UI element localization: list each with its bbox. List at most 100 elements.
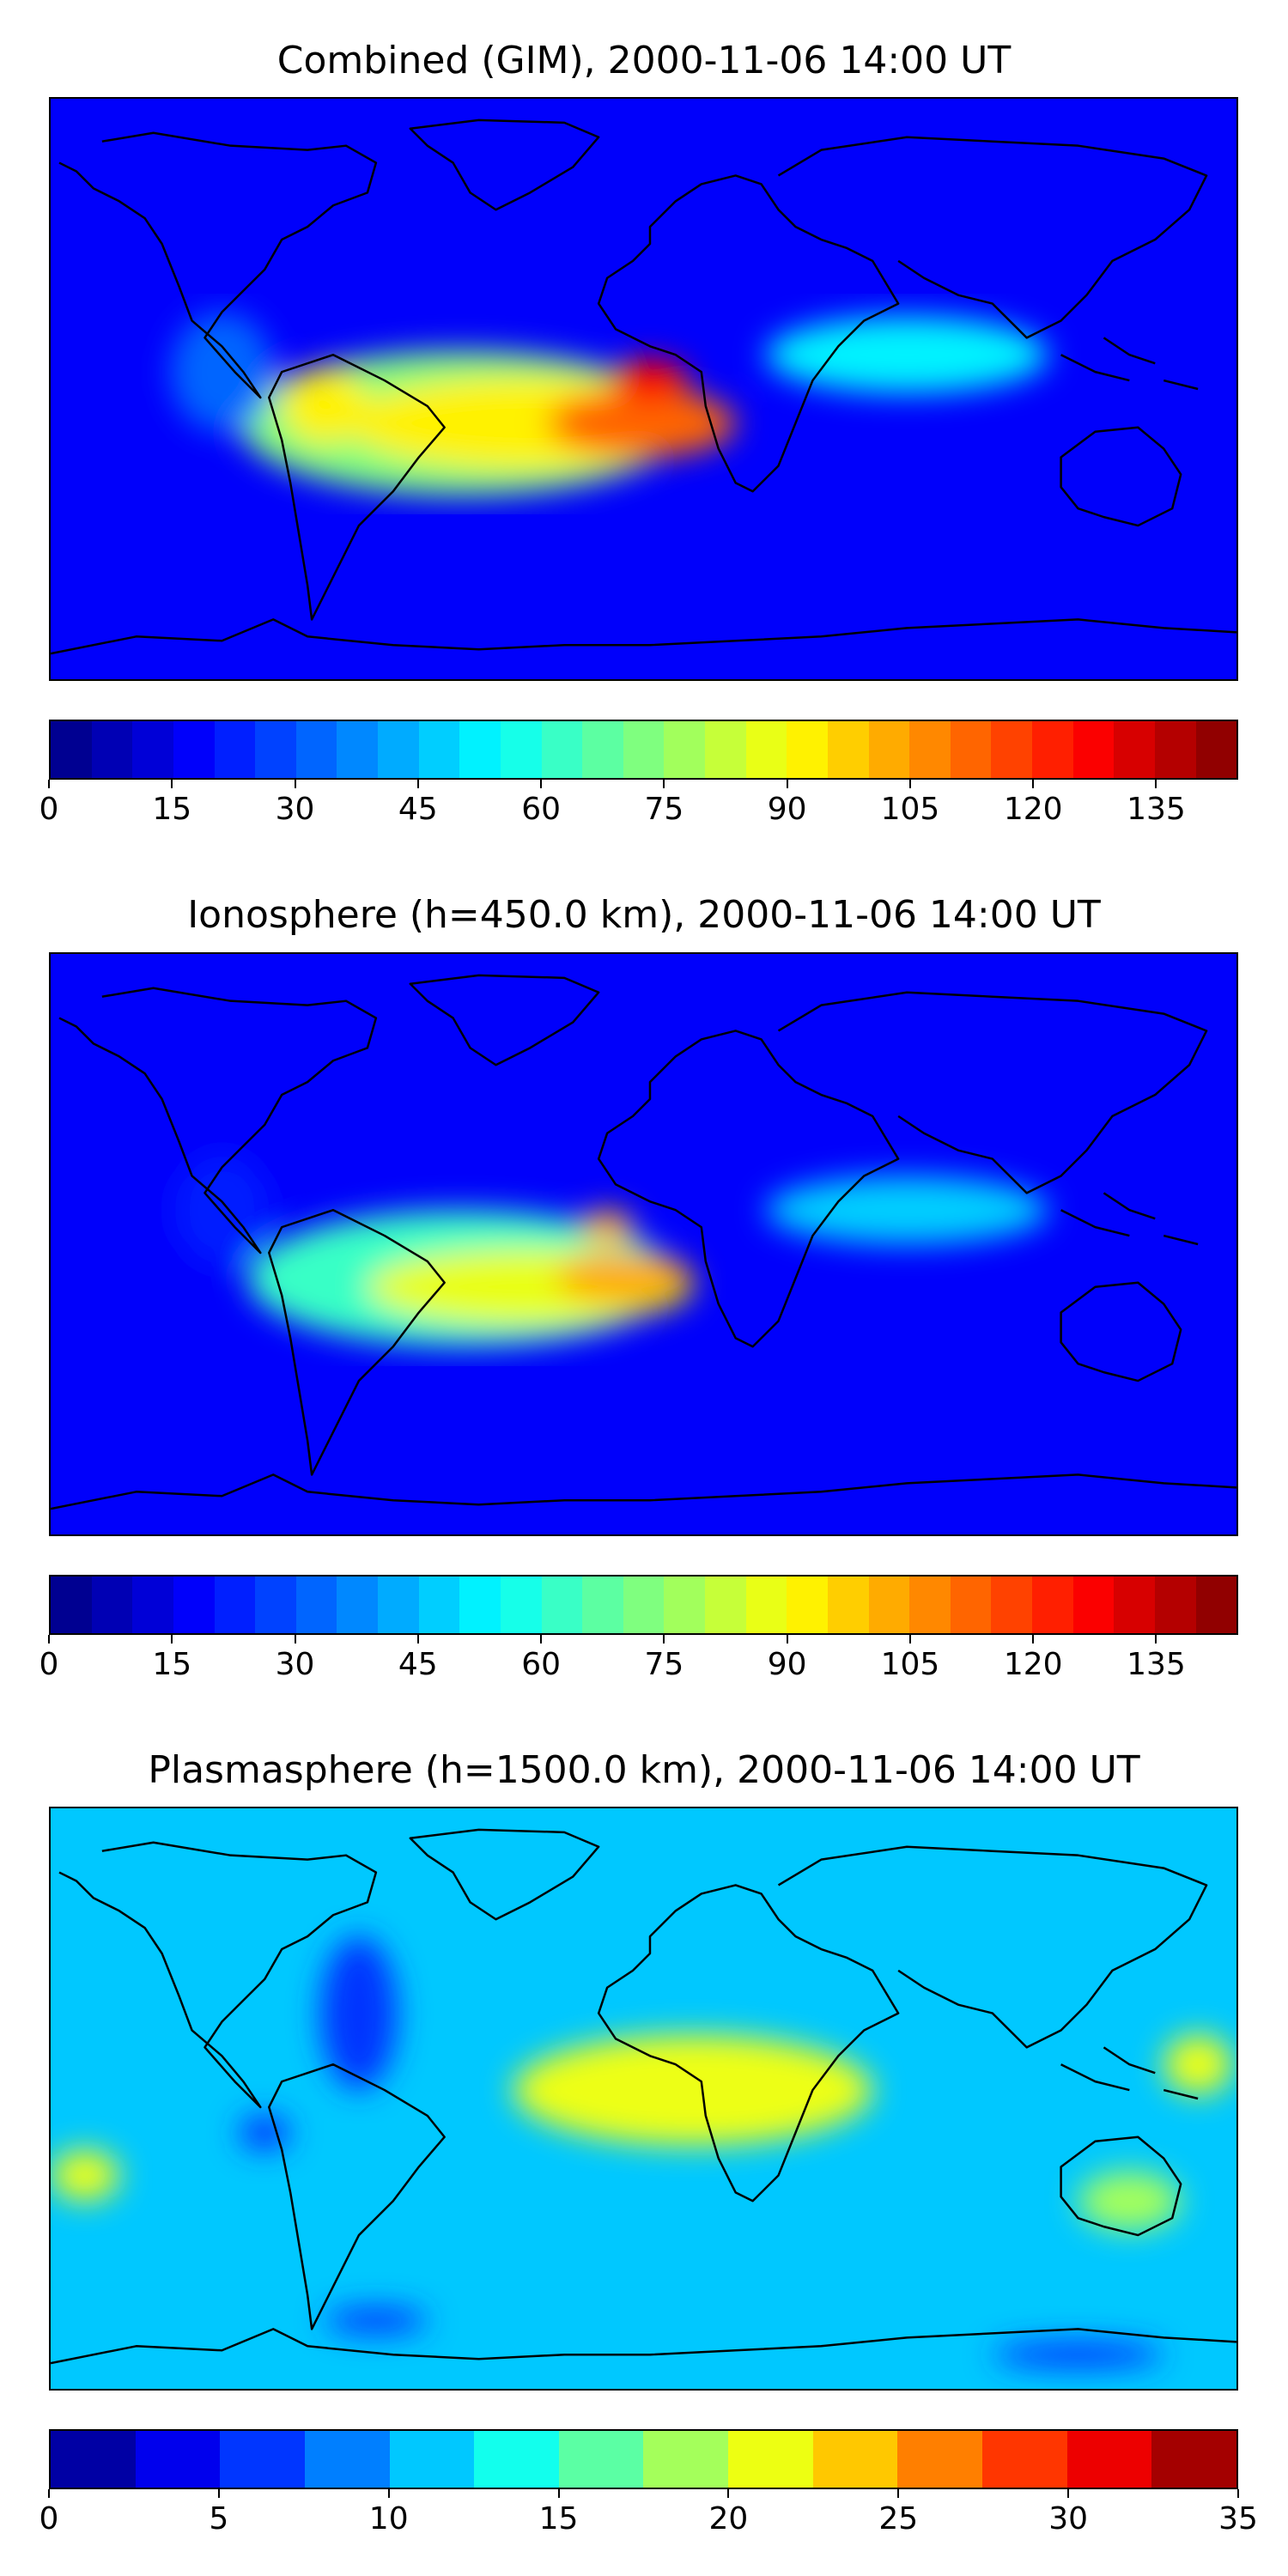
colorbar-tick bbox=[416, 780, 419, 788]
colorbar-segment bbox=[500, 1577, 542, 1633]
colorbar-tick-label: 60 bbox=[521, 1647, 561, 1682]
coastline bbox=[51, 2328, 1236, 2365]
coastline bbox=[777, 1845, 1208, 2049]
colorbar-tick bbox=[540, 1635, 543, 1643]
coastline bbox=[268, 353, 446, 621]
panel-title: Combined (GIM), 2000-11-06 14:00 UT bbox=[276, 39, 1012, 82]
colorbar-segment bbox=[868, 1577, 910, 1633]
colorbar-tick-label: 25 bbox=[878, 2501, 919, 2537]
colorbar-segment bbox=[91, 721, 133, 778]
colorbar-segment bbox=[220, 2431, 305, 2488]
colorbar-segment bbox=[173, 721, 215, 778]
colorbar-segment bbox=[827, 1577, 869, 1633]
colorbar-tick-label: 15 bbox=[152, 1647, 192, 1682]
colorbar-tick bbox=[897, 2489, 900, 2498]
field-region-asia-tongue bbox=[765, 316, 1048, 393]
colorbar-segment bbox=[787, 721, 828, 778]
colorbar-segment bbox=[459, 721, 501, 778]
field-region-australia-high bbox=[1078, 2171, 1182, 2232]
colorbar-segment bbox=[909, 1577, 951, 1633]
colorbar-segment bbox=[982, 2431, 1067, 2488]
coastline bbox=[777, 136, 1208, 339]
colorbar-segment bbox=[787, 1577, 828, 1633]
colorbar-segment bbox=[623, 721, 665, 778]
colorbar-segment bbox=[214, 721, 256, 778]
colorbar-segment bbox=[643, 2431, 729, 2488]
colorbar-segment bbox=[541, 721, 583, 778]
coastline bbox=[1060, 337, 1199, 391]
field-region-south-america-africa-core bbox=[282, 368, 368, 445]
colorbar-ticks-ionosphere: 0 15 30 45 60 75 90 105 120 135 bbox=[39, 1635, 1238, 1686]
colorbar-ticks-plasmasphere: 0 5 10 15 20 25 30 35 bbox=[39, 2489, 1258, 2541]
colorbar-tick bbox=[1155, 780, 1157, 788]
coastlines bbox=[51, 974, 1236, 1510]
colorbar-tick bbox=[294, 780, 296, 788]
colorbar-segment bbox=[950, 721, 992, 778]
field-region-africa-peak bbox=[556, 1252, 693, 1304]
colorbar-tick-label: 30 bbox=[1048, 2501, 1089, 2537]
coastline bbox=[597, 1030, 900, 1348]
coastline bbox=[51, 1473, 1236, 1510]
colorbar-segment bbox=[582, 1577, 623, 1633]
colorbar-segment bbox=[459, 1577, 501, 1633]
colorbar-tick bbox=[1237, 2489, 1239, 2498]
field-region-southern-ocean-low bbox=[325, 2307, 428, 2334]
coastline bbox=[777, 991, 1208, 1194]
colorbar-segment bbox=[745, 1577, 787, 1633]
field-region-north-africa-asia bbox=[513, 2034, 873, 2146]
coastline bbox=[409, 118, 600, 211]
colorbar-segment bbox=[295, 721, 337, 778]
field-region-africa-peak bbox=[547, 389, 736, 458]
colorbar-combined bbox=[49, 720, 1238, 780]
colorbar-tick-label: 105 bbox=[880, 792, 940, 827]
colorbar-segment bbox=[378, 721, 419, 778]
colorbar-tick-label: 45 bbox=[398, 1647, 438, 1682]
colorbar-tick bbox=[540, 780, 543, 788]
colorbar-segment bbox=[337, 721, 378, 778]
colorbar-plasmasphere bbox=[49, 2429, 1238, 2489]
colorbar-tick bbox=[908, 780, 911, 788]
colorbar-segment bbox=[214, 1577, 256, 1633]
colorbar-segment bbox=[991, 721, 1032, 778]
colorbar-tick bbox=[48, 1635, 50, 1643]
colorbar-tick-label: 0 bbox=[39, 2501, 59, 2537]
colorbar-segment bbox=[868, 721, 910, 778]
field-region-pacific-low bbox=[174, 1154, 270, 1266]
coastline bbox=[58, 131, 378, 399]
colorbar-segment bbox=[1114, 1577, 1155, 1633]
colorbar-tick-label: 45 bbox=[398, 792, 438, 827]
tec-map-ionosphere bbox=[49, 952, 1238, 1536]
colorbar-segment bbox=[304, 2431, 390, 2488]
colorbar-segment bbox=[664, 721, 705, 778]
colorbar-segment bbox=[1032, 1577, 1073, 1633]
colorbar-segment bbox=[623, 1577, 665, 1633]
coastlines bbox=[51, 1828, 1236, 2365]
coastline bbox=[58, 987, 378, 1255]
colorbar-segment bbox=[705, 721, 746, 778]
colorbar-segment bbox=[909, 721, 951, 778]
coastline bbox=[409, 974, 600, 1066]
colorbar-segment bbox=[664, 1577, 705, 1633]
colorbar-segment bbox=[1195, 721, 1237, 778]
colorbar-tick-label: 0 bbox=[39, 1647, 59, 1682]
colorbar-segment bbox=[337, 1577, 378, 1633]
colorbar-tick bbox=[1155, 1635, 1157, 1643]
colorbar-tick-label: 20 bbox=[708, 2501, 749, 2537]
coastline bbox=[1060, 1281, 1182, 1382]
colorbar-tick-label: 75 bbox=[644, 1647, 684, 1682]
colorbar-segment bbox=[135, 2431, 221, 2488]
colorbar-segment bbox=[1072, 721, 1115, 778]
field-region-asia-tongue bbox=[765, 1176, 1048, 1244]
coastline bbox=[58, 1841, 378, 2109]
colorbar-segment bbox=[500, 721, 542, 778]
colorbar-tick bbox=[1067, 2489, 1070, 2498]
colorbar-tick-label: 60 bbox=[521, 792, 561, 827]
colorbar-segment bbox=[1072, 1577, 1115, 1633]
colorbar-tick-label: 135 bbox=[1127, 792, 1186, 827]
colorbar-tick-label: 120 bbox=[1003, 1647, 1063, 1682]
colorbar-segment bbox=[1154, 721, 1196, 778]
panel-title: Plasmasphere (h=1500.0 km), 2000-11-06 1… bbox=[148, 1748, 1140, 1792]
colorbar-segment bbox=[582, 721, 623, 778]
colorbar-segment bbox=[418, 721, 460, 778]
colorbar-segment bbox=[897, 2431, 983, 2488]
